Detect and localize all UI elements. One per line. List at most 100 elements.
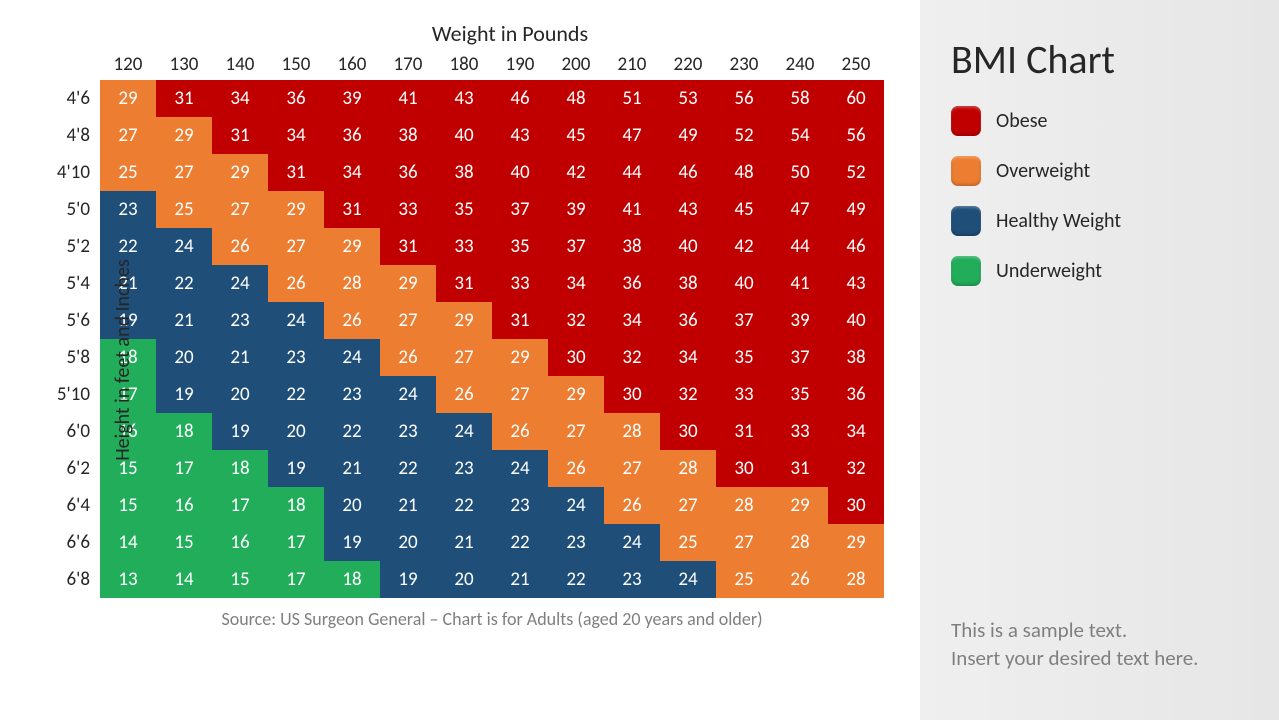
bmi-cell: 31: [156, 80, 212, 117]
bmi-cell: 18: [212, 450, 268, 487]
bmi-cell: 38: [828, 339, 884, 376]
bmi-cell: 41: [604, 191, 660, 228]
table-row: 6'41516171820212223242627282930: [100, 487, 920, 524]
bmi-cell: 23: [212, 302, 268, 339]
bmi-cell: 22: [436, 487, 492, 524]
bmi-cell: 31: [324, 191, 380, 228]
bmi-cell: 37: [548, 228, 604, 265]
row-header: 5'0: [52, 198, 100, 221]
bmi-cell: 46: [828, 228, 884, 265]
bmi-cell: 42: [716, 228, 772, 265]
bmi-cell: 27: [660, 487, 716, 524]
row-header: 5'4: [52, 272, 100, 295]
bmi-cell: 35: [436, 191, 492, 228]
bmi-cell: 26: [436, 376, 492, 413]
bmi-cell: 35: [716, 339, 772, 376]
bmi-cell: 23: [492, 487, 548, 524]
column-header: 240: [772, 53, 828, 76]
column-header: 250: [828, 53, 884, 76]
table-row: 6'21517181921222324262728303132: [100, 450, 920, 487]
legend-label: Overweight: [996, 159, 1090, 183]
bmi-cell: 16: [156, 487, 212, 524]
bmi-cell: 17: [156, 450, 212, 487]
bmi-cell: 25: [156, 191, 212, 228]
column-header: 170: [380, 53, 436, 76]
bmi-cell: 54: [772, 117, 828, 154]
column-header: 160: [324, 53, 380, 76]
bmi-cell: 24: [156, 228, 212, 265]
bmi-cell: 45: [716, 191, 772, 228]
bmi-cell: 24: [380, 376, 436, 413]
bmi-cell: 34: [660, 339, 716, 376]
bmi-cell: 48: [716, 154, 772, 191]
bmi-cell: 20: [156, 339, 212, 376]
bmi-cell: 20: [324, 487, 380, 524]
bmi-cell: 29: [436, 302, 492, 339]
row-header: 4'6: [52, 87, 100, 110]
bmi-cell: 24: [492, 450, 548, 487]
bmi-cell: 46: [660, 154, 716, 191]
bmi-cell: 44: [772, 228, 828, 265]
sample-text-line2: Insert your desired text here.: [951, 645, 1198, 671]
row-header: 4'10: [52, 161, 100, 184]
bmi-cell: 46: [492, 80, 548, 117]
bmi-cell: 15: [156, 524, 212, 561]
bmi-cell: 42: [548, 154, 604, 191]
table-row: 4'62931343639414346485153565860: [100, 80, 920, 117]
row-header: 5'2: [52, 235, 100, 258]
bmi-cell: 47: [772, 191, 828, 228]
bmi-cell: 40: [492, 154, 548, 191]
bmi-cell: 53: [660, 80, 716, 117]
legend-swatch-icon: [951, 156, 981, 186]
column-header: 230: [716, 53, 772, 76]
bmi-cell: 29: [156, 117, 212, 154]
row-header: 5'10: [52, 383, 100, 406]
legend-item: Underweight: [951, 256, 1249, 286]
table-row: 5'81820212324262729303234353738: [100, 339, 920, 376]
bmi-cell: 22: [548, 561, 604, 598]
bmi-cell: 27: [716, 524, 772, 561]
bmi-cell: 39: [324, 80, 380, 117]
bmi-cell: 26: [604, 487, 660, 524]
source-text: Source: US Surgeon General – Chart is fo…: [100, 608, 884, 630]
column-header: 200: [548, 53, 604, 76]
bmi-cell: 34: [324, 154, 380, 191]
bmi-cell: 27: [436, 339, 492, 376]
bmi-cell: 21: [492, 561, 548, 598]
bmi-cell: 29: [548, 376, 604, 413]
bmi-cell: 31: [380, 228, 436, 265]
bmi-cell: 27: [268, 228, 324, 265]
bmi-cell: 19: [380, 561, 436, 598]
bmi-cell: 32: [604, 339, 660, 376]
bmi-cell: 52: [716, 117, 772, 154]
legend: ObeseOverweightHealthy WeightUnderweight: [951, 106, 1249, 306]
column-header: 140: [212, 53, 268, 76]
bmi-cell: 27: [100, 117, 156, 154]
bmi-cell: 34: [212, 80, 268, 117]
bmi-cell: 56: [716, 80, 772, 117]
table-row: 5'101719202223242627293032333536: [100, 376, 920, 413]
bmi-cell: 22: [268, 376, 324, 413]
bmi-cell: 14: [100, 524, 156, 561]
table-row: 5'22224262729313335373840424446: [100, 228, 920, 265]
column-header: 180: [436, 53, 492, 76]
bmi-cell: 28: [604, 413, 660, 450]
bmi-cell: 29: [212, 154, 268, 191]
table-row: 5'02325272931333537394143454749: [100, 191, 920, 228]
table-row: 4'82729313436384043454749525456: [100, 117, 920, 154]
bmi-cell: 36: [380, 154, 436, 191]
bmi-cell: 15: [100, 487, 156, 524]
legend-item: Obese: [951, 106, 1249, 136]
bmi-cell: 21: [156, 302, 212, 339]
bmi-cell: 38: [380, 117, 436, 154]
table-row: 5'61921232426272931323436373940: [100, 302, 920, 339]
bmi-cell: 36: [604, 265, 660, 302]
page-title: BMI Chart: [951, 35, 1249, 84]
table-row: 6'61415161719202122232425272829: [100, 524, 920, 561]
bmi-cell: 40: [716, 265, 772, 302]
bmi-cell: 32: [828, 450, 884, 487]
bmi-cell: 26: [268, 265, 324, 302]
bmi-cell: 19: [324, 524, 380, 561]
bmi-cell: 43: [492, 117, 548, 154]
bmi-cell: 27: [492, 376, 548, 413]
